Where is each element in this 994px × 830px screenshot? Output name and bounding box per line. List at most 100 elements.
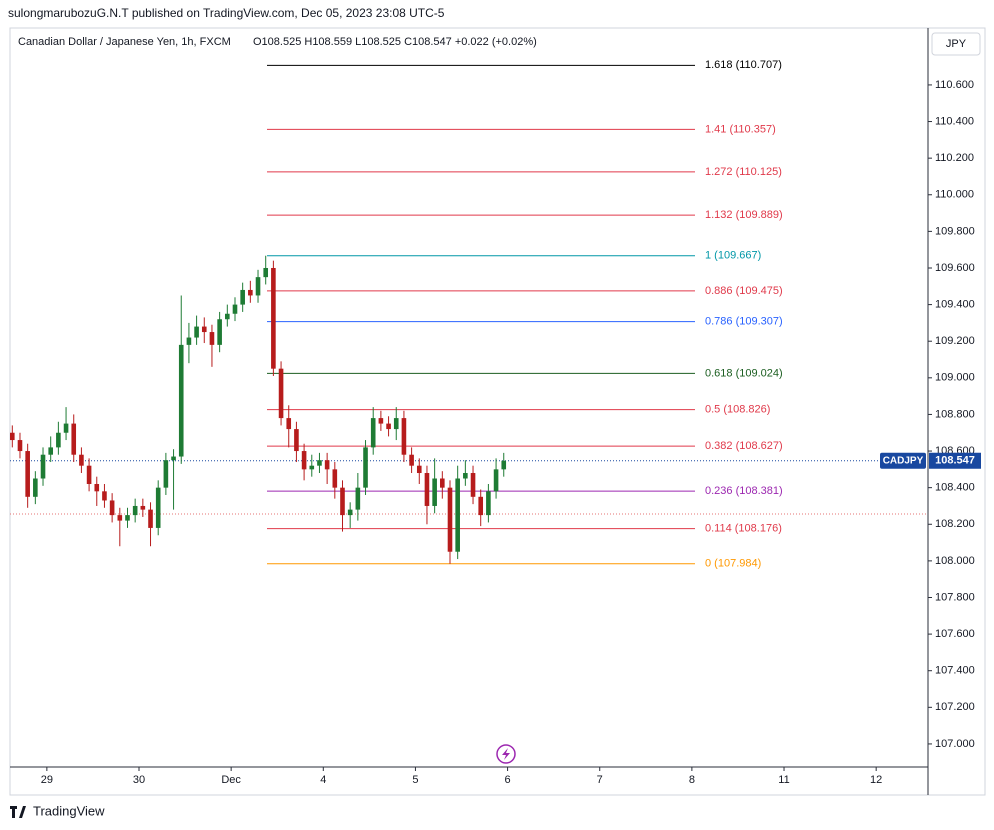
fib-label: 0.786 (109.307): [705, 316, 783, 328]
y-tick-label: 107.000: [935, 738, 975, 750]
candle-body: [86, 465, 92, 484]
x-tick-label: 29: [41, 774, 53, 786]
fib-label: 0.886 (109.475): [705, 285, 783, 297]
x-tick-label: 7: [597, 774, 603, 786]
candle-body: [79, 454, 84, 466]
candle-body: [248, 289, 253, 296]
candle-body: [194, 326, 199, 338]
candle-body: [132, 505, 138, 516]
y-tick-label: 109.400: [935, 299, 975, 311]
fib-label: 1.41 (110.357): [705, 123, 776, 135]
fib-label: 0.236 (108.381): [705, 485, 783, 497]
candle-body: [186, 337, 192, 345]
candle-body: [447, 487, 453, 552]
candle-body: [440, 478, 445, 488]
y-tick-label: 109.800: [935, 225, 975, 237]
fib-label: 1.618 (110.707): [705, 59, 782, 71]
candle-body: [286, 418, 292, 430]
candle-body: [455, 478, 460, 552]
candle-body: [271, 267, 276, 369]
currency-label[interactable]: JPY: [946, 38, 967, 50]
x-tick-label: 6: [505, 774, 511, 786]
y-tick-label: 110.400: [935, 115, 974, 127]
y-tick-label: 107.600: [935, 628, 975, 640]
candle-body: [33, 478, 38, 497]
chart-frame: [9, 27, 986, 796]
candle-body: [255, 277, 261, 296]
y-tick-label: 110.600: [935, 79, 974, 91]
candle-body: [386, 423, 391, 430]
fib-label: 0 (107.984): [705, 558, 761, 570]
brand-logo: [10, 806, 26, 818]
candle-body: [263, 267, 269, 278]
candle-body: [109, 500, 115, 516]
publisher: sulongmarubozuG.N.T published on Trading…: [8, 6, 445, 20]
y-tick-label: 107.200: [935, 701, 975, 713]
candle-body: [201, 326, 207, 333]
symbol-tag-box: [880, 452, 926, 469]
fib-label: 1 (109.667): [705, 250, 761, 262]
fib-label: 1.132 (109.889): [705, 209, 783, 221]
x-tick-label: 30: [133, 774, 145, 786]
candle-body: [171, 456, 176, 461]
candle-body: [10, 432, 15, 441]
candle-body: [25, 451, 30, 497]
candle-body: [309, 465, 315, 470]
candle-body: [225, 313, 230, 320]
candle-body: [48, 447, 54, 455]
candle-body: [317, 460, 322, 466]
candle-body: [209, 332, 215, 345]
candle-body: [63, 423, 69, 433]
x-tick-label: Dec: [221, 774, 241, 786]
brand: TradingView: [33, 803, 105, 818]
ohlc: O108.525 H108.559 L108.525 C108.547 +0.0…: [253, 36, 537, 48]
fib-label: 0.618 (109.024): [705, 367, 783, 379]
candle-body: [363, 447, 368, 488]
y-tick-label: 108.000: [935, 555, 975, 567]
candle-body: [486, 491, 491, 516]
candle-body: [125, 515, 130, 521]
candle-body: [232, 304, 238, 314]
candle-body: [294, 429, 299, 452]
y-tick-label: 109.200: [935, 335, 975, 347]
x-tick-label: 8: [689, 774, 695, 786]
candle-body: [463, 473, 468, 479]
candle-body: [416, 465, 422, 474]
candle-body: [470, 473, 476, 497]
fib-label: 1.272 (110.125): [705, 166, 782, 178]
y-tick-label: 110.000: [935, 189, 974, 201]
candle-body: [424, 473, 430, 506]
x-tick-label: 11: [778, 774, 789, 786]
candle-body: [217, 319, 222, 345]
fib-label: 0.5 (108.826): [705, 404, 770, 416]
candle-body: [501, 460, 507, 470]
fib-label: 0.382 (108.627): [705, 440, 783, 452]
candle-body: [347, 509, 353, 516]
candle-body: [163, 460, 169, 488]
candle-body: [56, 432, 61, 448]
x-tick-label: 12: [870, 774, 882, 786]
candle-body: [493, 469, 499, 492]
y-tick-label: 107.400: [935, 665, 975, 677]
y-tick-label: 109.600: [935, 262, 975, 274]
fib-label: 0.114 (108.176): [705, 523, 782, 535]
currency-button[interactable]: [931, 32, 981, 56]
x-tick-label: 5: [412, 774, 418, 786]
x-tick-label: 4: [320, 774, 326, 786]
y-tick-label: 108.400: [935, 482, 975, 494]
y-tick-label: 107.800: [935, 591, 975, 603]
candle-body: [340, 487, 345, 516]
candle-body: [332, 469, 338, 488]
candle-body: [140, 505, 146, 510]
candle-body: [324, 460, 330, 470]
candle-body: [240, 289, 245, 305]
candle-body: [401, 418, 407, 455]
candle-body: [370, 418, 376, 448]
candle-body: [17, 440, 23, 452]
candle-body: [393, 418, 399, 430]
lightning-icon[interactable]: [496, 744, 516, 764]
last-price-box: [929, 452, 981, 469]
candle-body: [432, 478, 437, 506]
candle-body: [355, 487, 361, 510]
